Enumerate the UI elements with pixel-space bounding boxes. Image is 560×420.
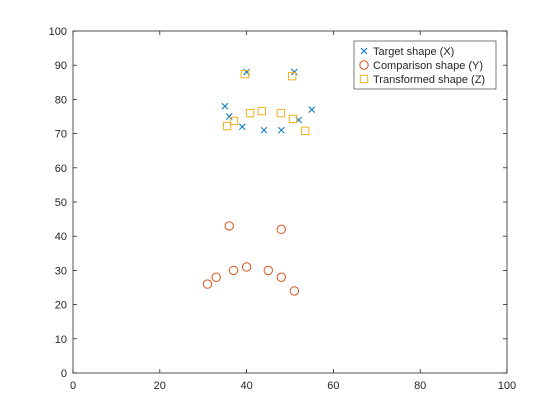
y-tick-label: 30: [55, 265, 67, 277]
y-tick-label: 100: [49, 26, 67, 38]
marker-square: [240, 69, 250, 79]
y-tick-label: 70: [55, 129, 67, 141]
legend-marker: [359, 74, 369, 84]
marker-square: [229, 116, 239, 126]
y-tick-label: 0: [61, 368, 67, 380]
x-tick-label: 0: [70, 380, 76, 392]
marker-square: [287, 71, 297, 81]
x-tick-label: 20: [154, 380, 166, 392]
x-tick-label: 100: [498, 380, 516, 392]
marker-x: [277, 126, 285, 134]
marker-square: [300, 126, 310, 136]
marker-x: [308, 106, 316, 114]
legend-marker: [360, 47, 368, 55]
marker-x: [238, 123, 246, 131]
x-tick-label: 40: [240, 380, 252, 392]
marker-square: [222, 121, 232, 131]
legend-box: [353, 40, 497, 90]
legend-marker: [359, 60, 369, 70]
marker-circle: [263, 265, 273, 276]
marker-circle: [224, 221, 234, 231]
marker-circle: [228, 265, 239, 276]
y-tick-label: 50: [55, 197, 67, 209]
y-tick-label: 40: [55, 231, 67, 243]
legend-label: Comparison shape (Y): [373, 60, 483, 72]
marker-x: [260, 126, 268, 134]
marker-circle: [211, 272, 221, 282]
marker-x: [221, 102, 229, 110]
y-tick-label: 20: [55, 300, 67, 312]
marker-circle: [241, 262, 252, 272]
marker-x: [225, 113, 233, 120]
y-tick-label: 80: [55, 94, 67, 106]
marker-square: [288, 114, 298, 124]
marker-circle: [276, 272, 287, 282]
marker-square: [245, 108, 255, 118]
y-tick-label: 10: [55, 334, 67, 346]
legend-label: Target shape (X): [373, 46, 454, 58]
marker-circle: [276, 224, 287, 235]
x-tick-label: 80: [414, 380, 426, 392]
marker-square: [257, 106, 266, 116]
y-tick-label: 60: [55, 163, 67, 175]
y-tick-label: 90: [55, 60, 67, 72]
marker-circle: [289, 286, 300, 296]
x-tick-label: 60: [327, 380, 339, 392]
legend-label: Transformed shape (Z): [373, 74, 485, 86]
marker-square: [276, 108, 286, 118]
marker-circle: [202, 279, 213, 289]
